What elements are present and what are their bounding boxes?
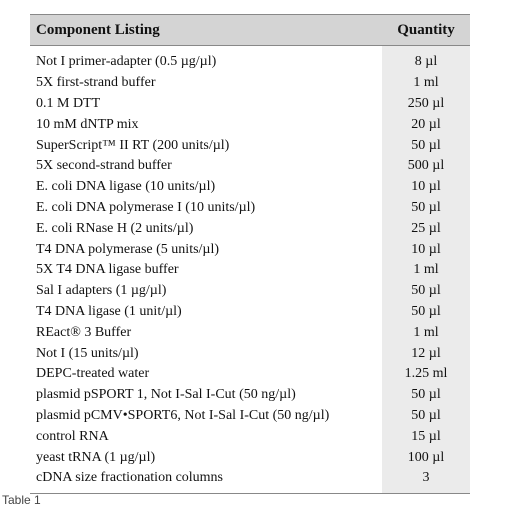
table-row: yeast tRNA (1 µg/µl) 100 µl — [30, 447, 470, 468]
table-row: T4 DNA ligase (1 unit/µl) 50 µl — [30, 301, 470, 323]
component-cell: plasmid pSPORT 1, Not I-Sal I-Cut (50 ng… — [36, 387, 296, 403]
quantity-cell: 1 ml — [382, 72, 470, 94]
component-cell: 5X first-strand buffer — [36, 75, 156, 91]
table-row: Sal I adapters (1 µg/µl) 50 µl — [30, 280, 470, 302]
component-cell: E. coli DNA ligase (10 units/µl) — [36, 179, 216, 195]
quantity-cell: 50 µl — [382, 135, 470, 156]
caption: Table 1 — [2, 493, 41, 507]
table-row: cDNA size fractionation columns 3 — [30, 467, 470, 494]
component-cell: E. coli DNA polymerase I (10 units/µl) — [36, 199, 256, 215]
quantity-cell: 10 µl — [382, 176, 470, 198]
table-row: E. coli DNA ligase (10 units/µl) 10 µl — [30, 176, 470, 198]
component-cell: 10 mM dNTP mix — [36, 116, 139, 132]
component-cell: T4 DNA polymerase (5 units/µl) — [36, 241, 220, 257]
quantity-cell: 12 µl — [382, 343, 470, 364]
table-container: Component Listing Quantity Not I primer-… — [30, 14, 470, 494]
component-table: Component Listing Quantity Not I primer-… — [30, 14, 470, 494]
component-cell: Not I primer-adapter (0.5 µg/µl) — [36, 54, 217, 70]
component-cell: DEPC-treated water — [36, 366, 150, 382]
table-row: 5X T4 DNA ligase buffer 1 ml — [30, 259, 470, 281]
quantity-cell: 500 µl — [382, 155, 470, 177]
component-cell: 0.1 M DTT — [36, 95, 101, 111]
quantity-cell: 25 µl — [382, 218, 470, 240]
component-cell: yeast tRNA (1 µg/µl) — [36, 449, 156, 465]
quantity-cell: 50 µl — [382, 301, 470, 323]
quantity-cell: 50 µl — [382, 197, 470, 219]
quantity-cell: 10 µl — [382, 239, 470, 260]
table-row: 5X second-strand buffer 500 µl — [30, 155, 470, 177]
component-cell: control RNA — [36, 428, 109, 444]
table-row: DEPC-treated water 1.25 ml — [30, 363, 470, 385]
component-cell: Sal I adapters (1 µg/µl) — [36, 283, 167, 299]
component-cell: REact® 3 Buffer — [36, 324, 132, 340]
quantity-cell: 15 µl — [382, 426, 470, 448]
header-cell: Component Listing — [30, 14, 382, 46]
quantity-cell: 1 ml — [382, 259, 470, 281]
table-row: Not I (15 units/µl) 12 µl — [30, 343, 470, 364]
component-cell: T4 DNA ligase (1 unit/µl) — [36, 303, 182, 319]
component-cell: 5X second-strand buffer — [36, 158, 172, 174]
quantity-cell: 250 µl — [382, 93, 470, 115]
header-row: Component Listing Quantity — [30, 14, 470, 46]
quantity-cell: 1 ml — [382, 322, 470, 344]
header-cell: Quantity — [382, 14, 470, 46]
component-cell: plasmid pCMV•SPORT6, Not I-Sal I-Cut (50… — [36, 407, 330, 423]
table-row: SuperScript™ II RT (200 units/µl) 50 µl — [30, 135, 470, 156]
component-cell: cDNA size fractionation columns — [30, 467, 382, 494]
component-cell: Not I (15 units/µl) — [36, 345, 139, 361]
quantity-cell: 50 µl — [382, 280, 470, 302]
table-row: E. coli RNase H (2 units/µl) 25 µl — [30, 218, 470, 240]
table-row: E. coli DNA polymerase I (10 units/µl) 50… — [30, 197, 470, 219]
table-row: 0.1 M DTT 250 µl — [30, 93, 470, 115]
component-cell: SuperScript™ II RT (200 units/µl) — [36, 137, 230, 153]
table-row: REact® 3 Buffer 1 ml — [30, 322, 470, 344]
table-row: plasmid pSPORT 1, Not I-Sal I-Cut (50 ng… — [30, 384, 470, 406]
table-row: 5X first-strand buffer 1 ml — [30, 72, 470, 94]
component-cell: 5X T4 DNA ligase buffer — [36, 262, 179, 278]
quantity-cell: 100 µl — [382, 447, 470, 468]
quantity-cell: 3 — [382, 467, 470, 494]
table-row: T4 DNA polymerase (5 units/µl) 10 µl — [30, 239, 470, 260]
table-row: 10 mM dNTP mix 20 µl — [30, 114, 470, 136]
quantity-cell: 1.25 ml — [382, 363, 470, 385]
quantity-cell: 8 µl — [382, 45, 470, 73]
quantity-cell: 50 µl — [382, 405, 470, 427]
table-row: control RNA 15 µl — [30, 426, 470, 448]
quantity-cell: 20 µl — [382, 114, 470, 136]
quantity-cell: 50 µl — [382, 384, 470, 406]
table-row: plasmid pCMV•SPORT6, Not I-Sal I-Cut (50… — [30, 405, 470, 427]
component-cell: E. coli RNase H (2 units/µl) — [36, 220, 194, 236]
table-row: Not I primer-adapter (0.5 µg/µl) 8 µl — [30, 45, 470, 73]
